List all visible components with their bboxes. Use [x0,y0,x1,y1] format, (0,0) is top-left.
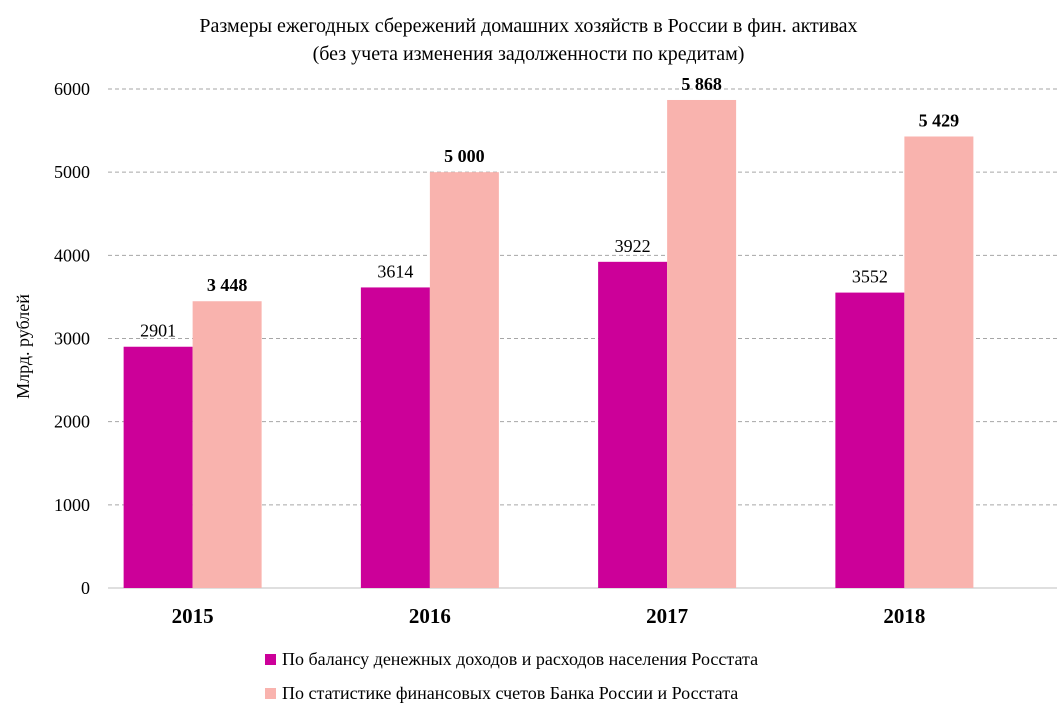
y-tick-label: 6000 [54,79,90,99]
data-label: 5 429 [919,110,960,130]
x-tick-label: 2018 [883,604,925,628]
data-label: 3614 [377,261,413,281]
y-tick-label: 1000 [54,495,90,515]
legend-swatch-rosstat [265,653,276,665]
legend-item-cbr: По статистике финансовых счетов Банка Ро… [265,676,758,710]
data-label: 5 000 [444,146,485,166]
chart-subtitle: (без учета изменения задолженности по кр… [312,43,745,65]
legend-label-cbr: По статистике финансовых счетов Банка Ро… [282,682,739,703]
y-tick-label: 4000 [54,245,90,265]
y-tick-label: 5000 [54,162,90,182]
legend-swatch-cbr [265,687,276,699]
data-label: 5 868 [681,74,722,94]
legend: По балансу денежных доходов и расходов н… [265,642,758,710]
chart-title: Размеры ежегодных сбережений домашних хо… [199,15,858,37]
bar [904,136,974,588]
x-tick-label: 2016 [409,604,451,628]
bar [429,172,499,588]
y-axis-label: Млрд. рублей [13,294,33,399]
y-tick-label: 0 [81,578,90,598]
bar [835,292,905,588]
bar [192,301,262,588]
legend-item-rosstat: По балансу денежных доходов и расходов н… [265,642,758,676]
bar [123,346,193,588]
bar [598,261,668,588]
legend-label-rosstat: По балансу денежных доходов и расходов н… [282,648,759,669]
data-label: 3552 [852,267,888,287]
data-label: 2901 [140,321,176,341]
chart-title-block: Размеры ежегодных сбережений домашних хо… [0,12,1057,68]
x-tick-label: 2015 [172,604,214,628]
bar [667,99,737,588]
y-tick-label: 3000 [54,329,90,349]
x-tick-label: 2017 [646,604,688,628]
y-tick-label: 2000 [54,412,90,432]
bar [360,287,430,588]
data-label: 3 448 [207,275,248,295]
data-label: 3922 [615,236,651,256]
